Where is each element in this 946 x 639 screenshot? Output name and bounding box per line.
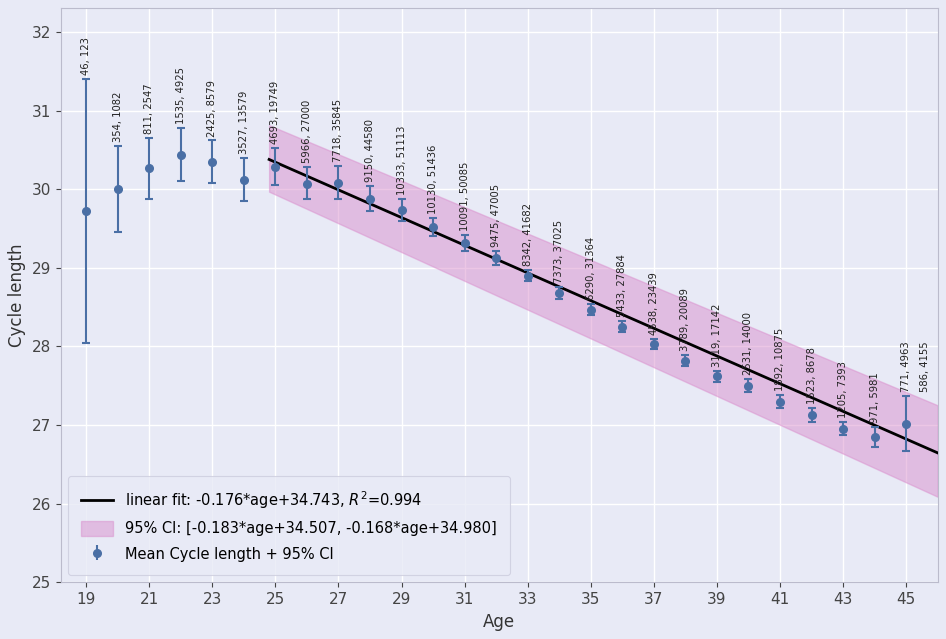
Text: 5966, 27000: 5966, 27000 bbox=[302, 100, 312, 163]
Text: 2425, 8579: 2425, 8579 bbox=[207, 79, 218, 137]
Text: 1892, 10875: 1892, 10875 bbox=[775, 328, 785, 391]
Text: 4538, 23439: 4538, 23439 bbox=[649, 272, 658, 335]
Text: 354, 1082: 354, 1082 bbox=[113, 91, 123, 142]
Text: 9475, 47005: 9475, 47005 bbox=[491, 183, 501, 247]
Text: 811, 2547: 811, 2547 bbox=[145, 84, 154, 134]
Text: 8342, 41682: 8342, 41682 bbox=[523, 203, 533, 266]
Y-axis label: Cycle length: Cycle length bbox=[9, 243, 26, 347]
Text: 1535, 4925: 1535, 4925 bbox=[176, 67, 185, 124]
Text: 10130, 51436: 10130, 51436 bbox=[429, 144, 438, 213]
Text: 771, 4963: 771, 4963 bbox=[902, 341, 911, 392]
Text: 9150, 44580: 9150, 44580 bbox=[365, 119, 375, 182]
Text: 4693, 19749: 4693, 19749 bbox=[271, 81, 280, 144]
Text: 1523, 8678: 1523, 8678 bbox=[807, 347, 816, 404]
Text: 10091, 50085: 10091, 50085 bbox=[460, 162, 469, 231]
Legend: linear fit: -0.176*age+34.743, $R^2$=0.994, 95% CI: [-0.183*age+34.507, -0.168*a: linear fit: -0.176*age+34.743, $R^2$=0.9… bbox=[68, 476, 510, 575]
Text: 7373, 37025: 7373, 37025 bbox=[554, 220, 564, 283]
X-axis label: Age: Age bbox=[483, 613, 516, 631]
Text: 586, 4155: 586, 4155 bbox=[920, 341, 930, 392]
Text: 10333, 51113: 10333, 51113 bbox=[396, 126, 407, 196]
Text: 3789, 20089: 3789, 20089 bbox=[680, 288, 691, 351]
Text: 5433, 27884: 5433, 27884 bbox=[618, 254, 627, 318]
Text: 1205, 7393: 1205, 7393 bbox=[838, 361, 848, 418]
Text: 7718, 35845: 7718, 35845 bbox=[334, 98, 343, 162]
Text: 3527, 13579: 3527, 13579 bbox=[239, 91, 249, 154]
Text: 6290, 31364: 6290, 31364 bbox=[586, 237, 596, 300]
Text: 2531, 14000: 2531, 14000 bbox=[744, 312, 753, 375]
Text: 971, 5981: 971, 5981 bbox=[869, 372, 880, 423]
Text: 3119, 17142: 3119, 17142 bbox=[712, 304, 722, 367]
Text: 46, 123: 46, 123 bbox=[81, 37, 91, 75]
